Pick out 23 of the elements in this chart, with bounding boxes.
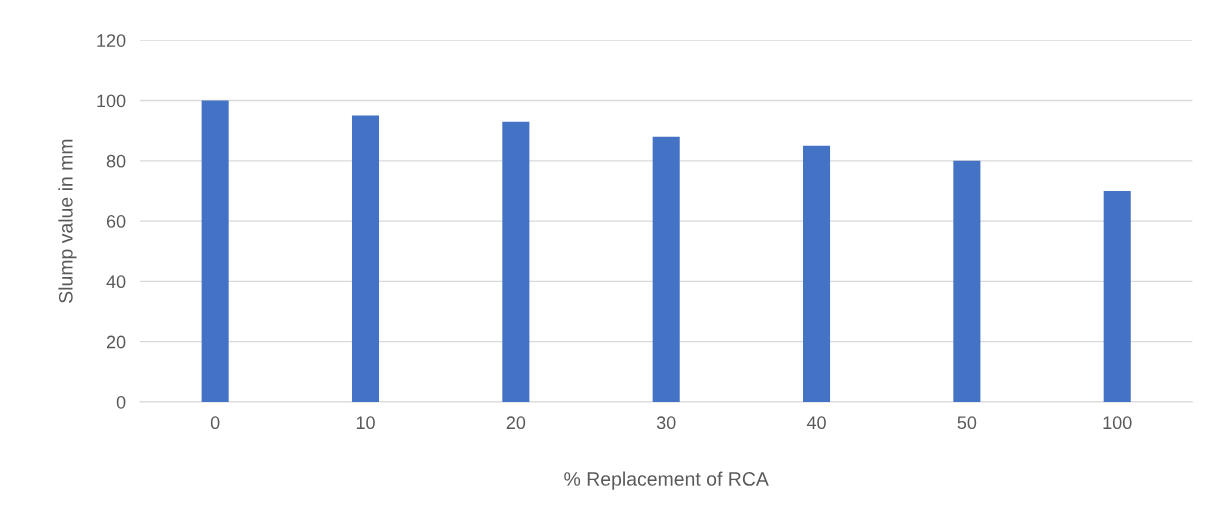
y-tick-label: 40 <box>106 275 126 289</box>
x-tick-label: 50 <box>957 416 977 430</box>
x-tick-label: 40 <box>806 416 826 430</box>
bar <box>201 100 229 402</box>
y-tick-label: 20 <box>106 335 126 349</box>
y-tick-label: 100 <box>97 94 126 108</box>
bar <box>351 115 380 402</box>
bar <box>1103 190 1131 402</box>
x-tick-label: 10 <box>356 416 375 430</box>
y-tick-label: 0 <box>116 395 126 409</box>
y-axis-title: Slump value in mm <box>58 139 77 303</box>
x-tick-label: 30 <box>656 416 676 430</box>
x-tick-label: 100 <box>1103 416 1132 430</box>
y-tick-label: 60 <box>106 215 126 228</box>
bar <box>803 145 831 402</box>
bar <box>502 121 530 402</box>
bar <box>652 136 680 402</box>
x-tick-label: 20 <box>506 416 526 430</box>
x-axis-title: % Replacement of RCA <box>564 471 769 490</box>
x-tick-label: 0 <box>210 416 220 430</box>
bar <box>953 160 981 402</box>
y-tick-label: 80 <box>106 154 126 168</box>
y-tick-label: 120 <box>97 34 126 47</box>
